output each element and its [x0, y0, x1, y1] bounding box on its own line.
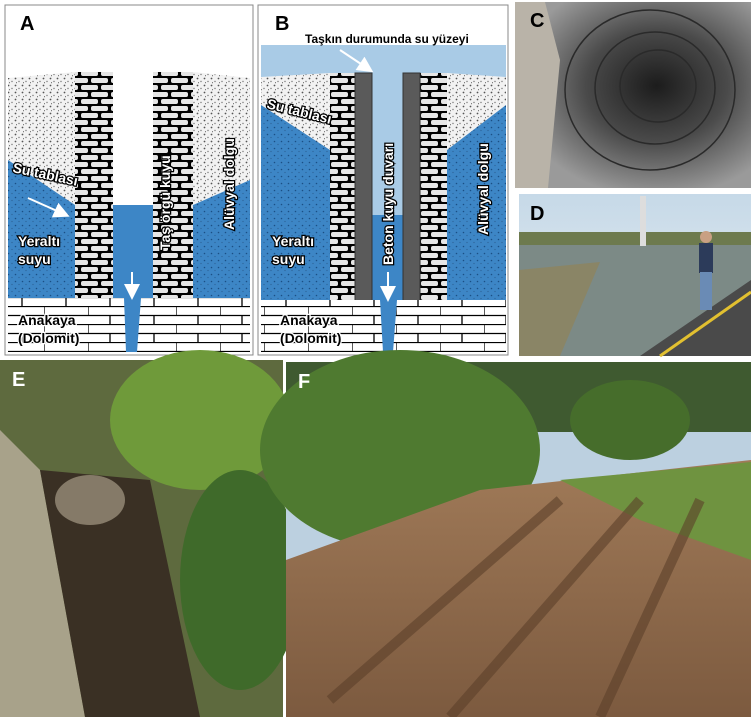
panel-label: C	[530, 10, 544, 32]
label: Taş örgü kuyu	[157, 155, 173, 250]
panel-label: A	[20, 13, 34, 35]
well-wall	[420, 73, 447, 300]
label: (Dolomit)	[280, 330, 341, 346]
label: Taşkın durumunda su yüzeyi	[305, 32, 469, 46]
well-wall	[330, 73, 355, 300]
person	[699, 243, 713, 273]
label: Alüvyal dolgu	[221, 138, 237, 230]
label: Beton kuyu duvarı	[380, 143, 396, 265]
person	[700, 231, 712, 243]
rocks	[55, 475, 125, 525]
panel-label: F	[298, 371, 310, 393]
label: Anakaya	[280, 312, 338, 328]
figure: A Su tablası Yeraltı suyu Taş örgü kuyu …	[0, 0, 751, 717]
well-wall	[75, 72, 113, 300]
panel-e: E	[0, 350, 300, 717]
concrete-wall	[403, 73, 420, 311]
label: Alüvyal dolgu	[475, 143, 491, 235]
panel-f: F	[260, 350, 751, 717]
person	[700, 272, 712, 310]
label: Yeraltı	[272, 233, 314, 249]
panel-c: C	[515, 2, 751, 188]
trees	[570, 380, 690, 460]
label: (Dolomit)	[18, 330, 79, 346]
label: Yeraltı	[18, 233, 60, 249]
flood-water	[261, 45, 506, 77]
panel-d: D	[519, 194, 751, 356]
panel-label: B	[275, 13, 289, 35]
pole	[640, 196, 646, 246]
panel-label: E	[12, 369, 25, 391]
panel-b: B Taşkın durumunda su yüzeyi Su tablası …	[258, 5, 508, 355]
panel-a: A Su tablası Yeraltı suyu Taş örgü kuyu …	[5, 5, 253, 355]
panel-label: D	[530, 203, 544, 225]
label: suyu	[18, 251, 51, 267]
label: Anakaya	[18, 312, 76, 328]
label: suyu	[272, 251, 305, 267]
concrete-wall	[355, 73, 372, 311]
